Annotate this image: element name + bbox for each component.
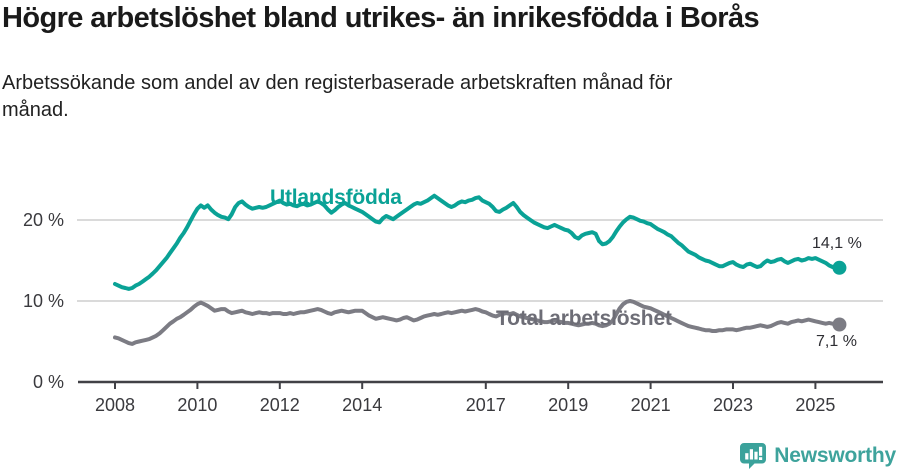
series-line-total bbox=[113, 299, 842, 346]
x-tick-label-2021: 2021 bbox=[631, 395, 671, 415]
newsworthy-logo-icon bbox=[740, 443, 767, 469]
end-value-label-utlandsfodda: 14,1 % bbox=[812, 235, 862, 252]
chart-subtitle: Arbetssökande som andel av den registerb… bbox=[2, 72, 673, 121]
bar-icon-small bbox=[745, 453, 749, 460]
y-tick-label-10: 10 % bbox=[23, 291, 64, 311]
series-end-dot-total bbox=[832, 317, 847, 332]
end-value-label-total: 7,1 % bbox=[816, 333, 857, 350]
bar-icon-tall bbox=[750, 449, 754, 460]
series-label-utlandsfodda: Utlandsfödda bbox=[270, 186, 402, 209]
x-tick-label-2010: 2010 bbox=[177, 395, 217, 415]
page-title: Högre arbetslöshet bland utrikes- än inr… bbox=[2, 2, 760, 34]
y-tick-label-20: 20 % bbox=[23, 210, 64, 230]
x-tick-label-2019: 2019 bbox=[548, 395, 588, 415]
y-tick-label-0: 0 % bbox=[33, 372, 64, 392]
series-label-total-arbetsloshet: Total arbetslöshet bbox=[496, 307, 672, 330]
x-tick-label-2008: 2008 bbox=[95, 395, 135, 415]
bar-icon-medium bbox=[754, 451, 758, 460]
series-end-dot-utlandsfodda bbox=[832, 260, 847, 275]
newsworthy-branding: Newsworthy bbox=[739, 442, 896, 470]
x-tick-label-2023: 2023 bbox=[713, 395, 753, 415]
x-tick-label-2012: 2012 bbox=[260, 395, 300, 415]
exclamation-dot-icon bbox=[759, 457, 763, 460]
x-tick-label-2017: 2017 bbox=[466, 395, 506, 415]
series-line-utlandsfodda bbox=[113, 193, 842, 291]
exclamation-bar-icon bbox=[759, 446, 763, 456]
x-tick-label-2014: 2014 bbox=[342, 395, 382, 415]
x-tick-label-2025: 2025 bbox=[795, 395, 835, 415]
newsworthy-wordmark: Newsworthy bbox=[774, 444, 896, 467]
